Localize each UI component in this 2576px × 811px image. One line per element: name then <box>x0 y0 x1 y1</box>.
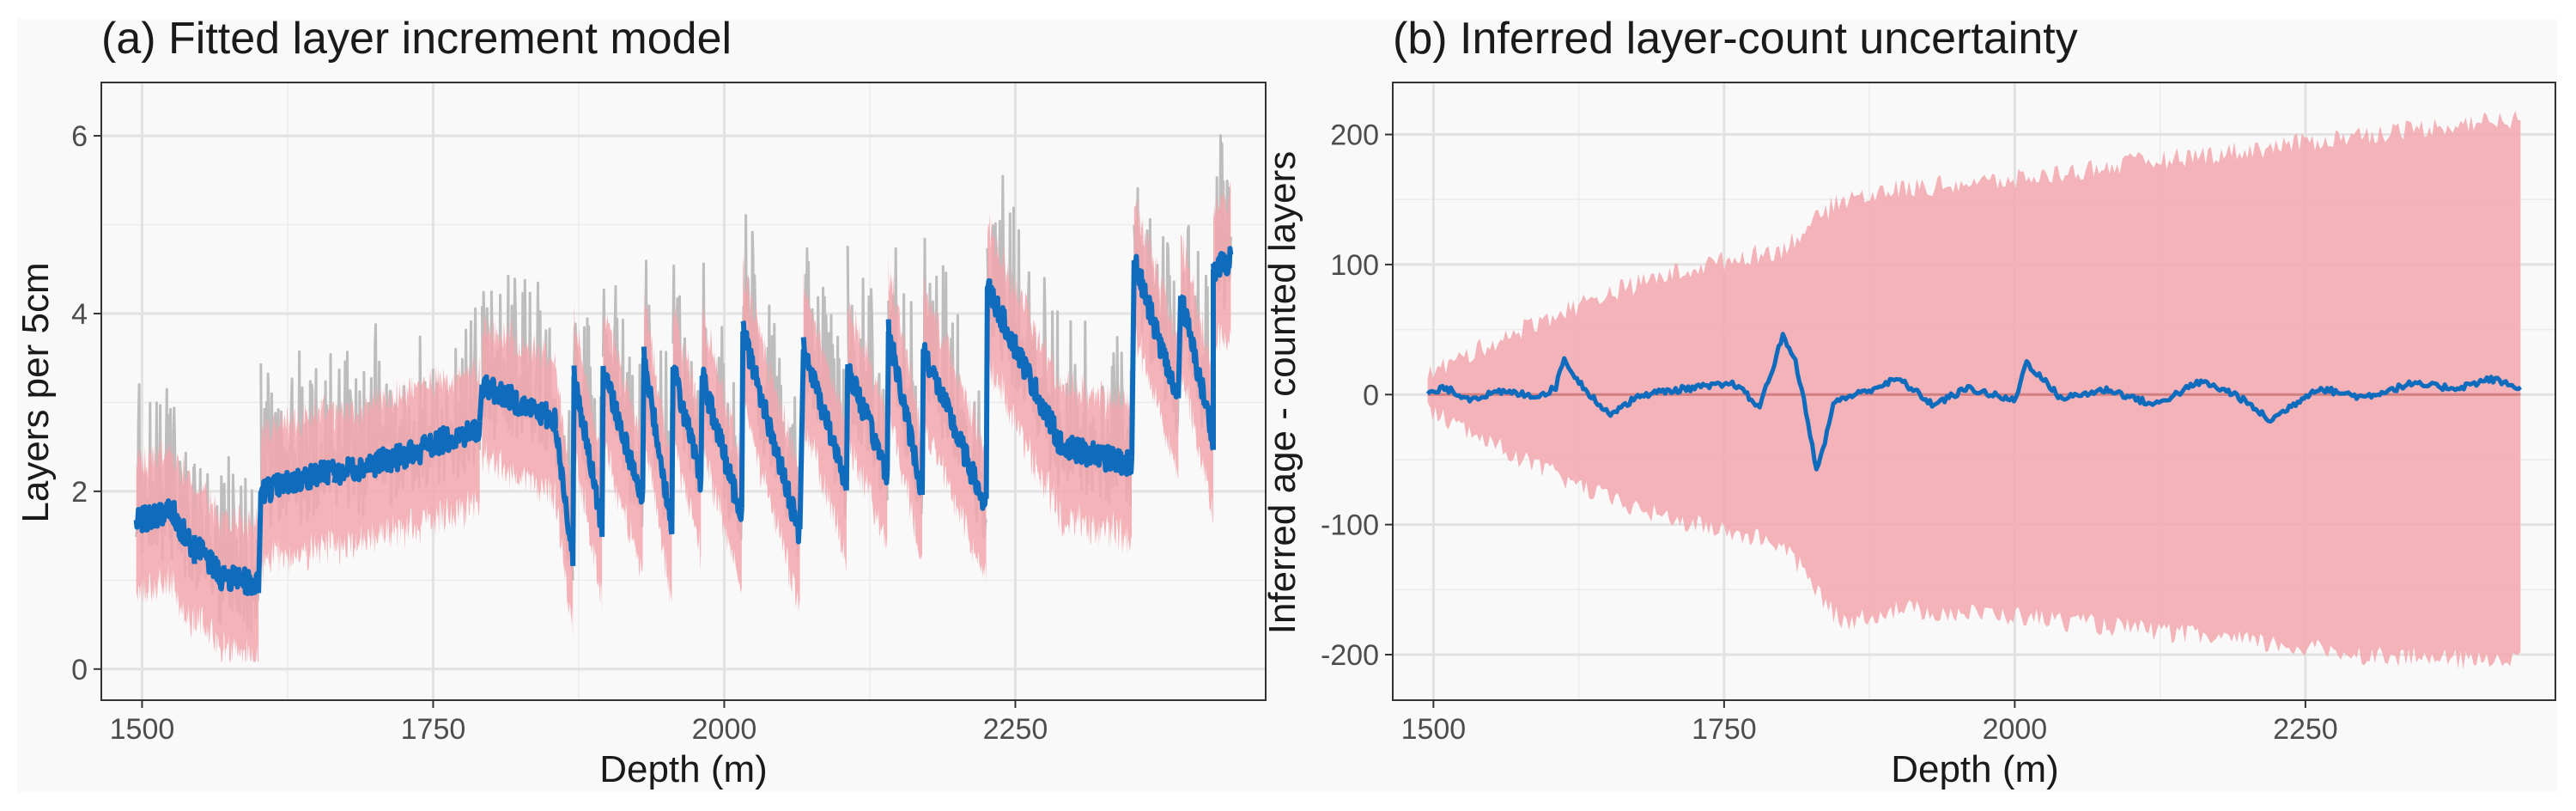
panel-a-fitted-segment <box>258 458 337 504</box>
panel-b-inferred-line <box>1425 332 2523 472</box>
panel-a-fitted-jump <box>256 491 264 594</box>
panel-a-x-axis-title: Depth (m) <box>599 748 768 790</box>
a-x-tick-label: 1500 <box>110 713 175 746</box>
panel-a-fitted-segment <box>600 365 646 505</box>
panel-a-fitted-segment <box>699 366 744 522</box>
panel-a-fitted-segment <box>845 363 890 485</box>
panel-b-y-axis-title: Inferred age - counted layers <box>1261 151 1303 635</box>
a-x-tick-label: 1750 <box>401 713 466 746</box>
panel-a-fitted-line <box>133 246 1234 596</box>
panel-a-fitted-segment <box>920 342 989 511</box>
panel-a-fitted-jump <box>797 349 806 529</box>
a-y-tick-label: 4 <box>71 298 88 331</box>
b-x-tick-label: 1750 <box>1692 713 1757 746</box>
panel-a-frame <box>100 82 1267 701</box>
panel-a-fitted-segment <box>1211 246 1234 283</box>
panel-a-fitted-segment <box>133 498 174 534</box>
b-y-tick-label: -200 <box>1321 639 1379 672</box>
panel-a-fitted-jump <box>738 331 746 509</box>
panel-b-y-ticks: -200 -100 0 100 200 <box>1321 119 1393 672</box>
panel-a-fitted-segment <box>331 439 424 486</box>
panel-a-title: (a) Fitted layer increment model <box>101 14 732 64</box>
b-x-tick-label: 2000 <box>1983 713 2048 746</box>
b-y-tick-label: 100 <box>1330 249 1379 282</box>
panel-a-band-segment <box>848 300 888 549</box>
panel-a-x-ticks: 1500 1750 2000 2250 <box>110 700 1048 746</box>
panel-a-y-ticks: 0 2 4 6 <box>71 120 101 686</box>
a-y-tick-label: 2 <box>71 476 88 509</box>
b-y-tick-label: 200 <box>1330 119 1379 152</box>
panel-a-fitted-jump <box>1129 259 1137 457</box>
panel-a-fitted-segment <box>740 320 803 545</box>
panel-a-fitted-jump <box>570 375 577 566</box>
panel-b: 1500 1750 2000 2250 -200 -100 0 100 200 (b) Inf… <box>1261 14 2556 790</box>
panel-a-fitted-segment <box>885 319 925 496</box>
panel-a-fitted-jump <box>599 367 606 537</box>
b-x-tick-label: 2250 <box>2273 713 2338 746</box>
panel-a-fitted-segment <box>168 499 197 564</box>
panel-a-fitted-segment <box>670 364 704 493</box>
panel-a-fitted-jump <box>843 367 851 491</box>
panel-a-fitted-segment <box>1059 435 1135 478</box>
panel-a-fitted-segment <box>641 346 675 535</box>
a-y-tick-label: 0 <box>71 654 88 686</box>
panel-a-fitted-segment <box>1131 253 1182 399</box>
panel-a-fitted-segment <box>479 374 558 432</box>
panel-a-fitted-segment <box>418 418 483 458</box>
panel-b-x-axis-title: Depth (m) <box>1891 748 2059 790</box>
panel-a-fitted-segment <box>571 365 605 537</box>
b-y-tick-label: 0 <box>1363 379 1379 412</box>
panel-a-fitted-segment <box>985 277 1065 456</box>
panel-a-fitted-jump <box>920 349 927 496</box>
panel-a-y-axis-title: Layers per 5cm <box>15 262 57 522</box>
panel-a-fitted-segment <box>1178 294 1216 451</box>
b-y-tick-label: -100 <box>1321 509 1379 542</box>
panel-a-fitted-jump <box>698 375 705 479</box>
panel-a-fitted-segment <box>800 337 849 491</box>
b-x-tick-label: 1500 <box>1401 713 1467 746</box>
panel-a-fitted-segment <box>552 430 576 566</box>
panel-a-fitted-jump <box>669 367 676 534</box>
panel-a-fitted-segment <box>221 564 262 596</box>
panel-a: 1500 1750 2000 2250 0 2 4 6 (a) Fitted layer i… <box>15 14 1267 790</box>
panel-a-fitted-segment <box>191 534 227 592</box>
panel-b-frame <box>1392 82 2556 701</box>
panel-b-x-ticks: 1500 1750 2000 2250 <box>1401 700 2338 746</box>
a-x-tick-label: 2250 <box>983 713 1048 746</box>
panel-a-fitted-jump <box>884 331 891 473</box>
panel-a-fitted-jump <box>640 357 647 491</box>
panel-b-title: (b) Inferred layer-count uncertainty <box>1393 14 2078 64</box>
a-y-tick-label: 6 <box>71 120 88 153</box>
a-x-tick-label: 2000 <box>692 713 757 746</box>
